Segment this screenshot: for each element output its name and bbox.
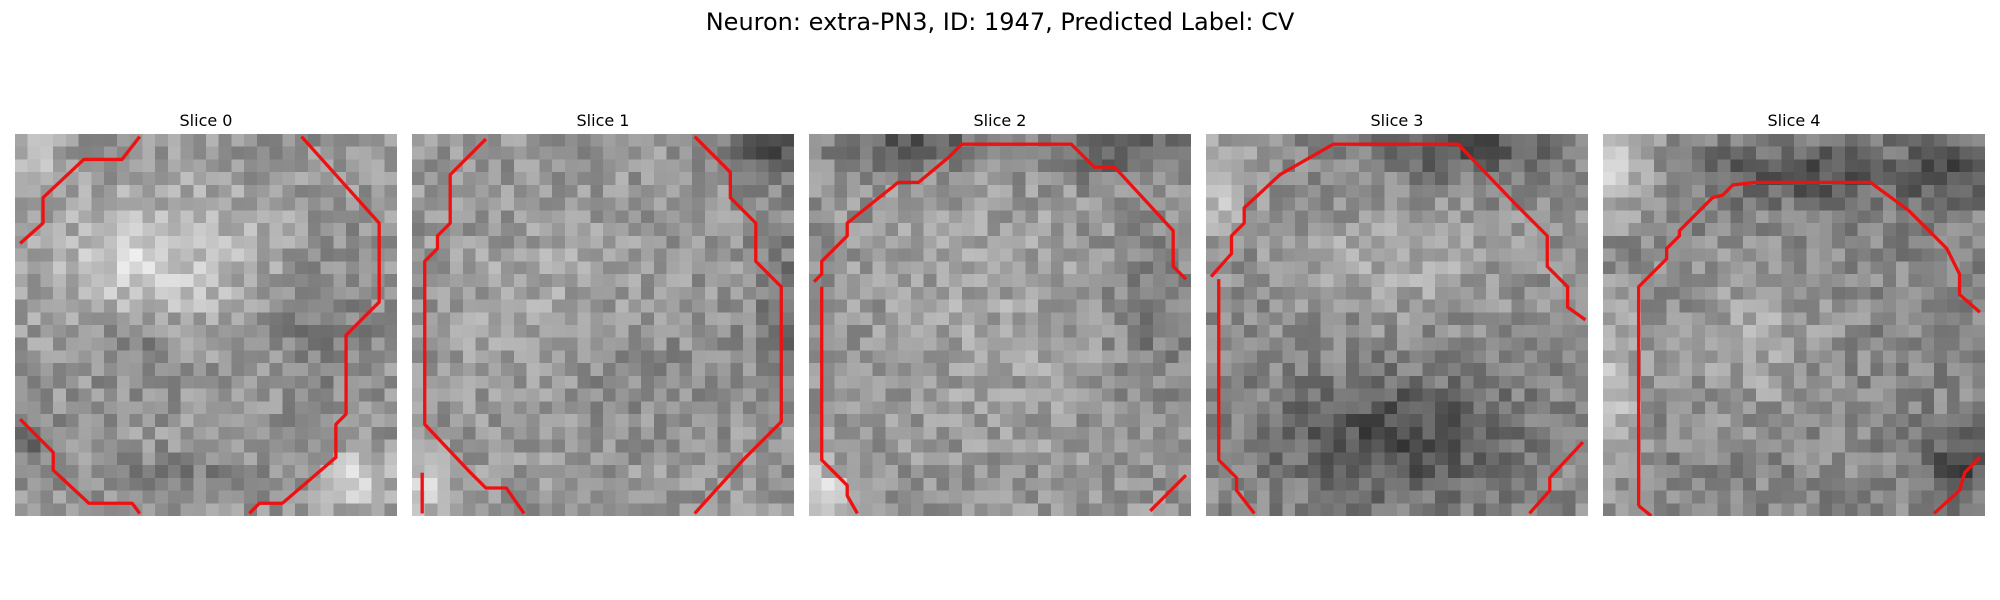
contour-line [248,135,381,515]
pixel-grid [15,134,397,516]
slice-image-0 [15,134,397,516]
figure-title: Neuron: extra-PN3, ID: 1947, Predicted L… [705,8,1295,36]
contour-line [693,135,783,515]
contour-line [1149,474,1188,513]
contour-line [1528,441,1585,515]
slice-title: Slice 2 [973,111,1027,130]
slice-title: Slice 0 [179,111,233,130]
contour-line [1636,180,1981,506]
slice-image-2 [809,134,1191,516]
slice-title: Slice 1 [576,111,630,130]
slice-title: Slice 4 [1767,111,1821,130]
slice-image-4 [1603,134,1985,516]
contour-line [18,418,142,515]
slice-panel-3: Slice 3 [1206,108,1588,516]
contour-line [423,137,526,515]
contour-line [1217,279,1256,515]
pixel-grid [412,134,794,516]
slice-image-3 [1206,134,1588,516]
pixel-grid [1603,134,1985,516]
contour-line [1637,504,1653,516]
pixel-grid [809,134,1191,516]
contour-line [820,286,859,515]
slice-panel-1: Slice 1 [412,108,794,516]
slice-image-1 [412,134,794,516]
contour-line [1932,456,1982,515]
slice-panel-2: Slice 2 [809,108,1191,516]
contour-line [18,135,142,245]
contour-line [1209,142,1587,322]
slice-title: Slice 3 [1370,111,1424,130]
slice-panel-4: Slice 4 [1603,108,1985,516]
slice-panel-0: Slice 0 [15,108,397,516]
contour-line [812,142,1188,283]
